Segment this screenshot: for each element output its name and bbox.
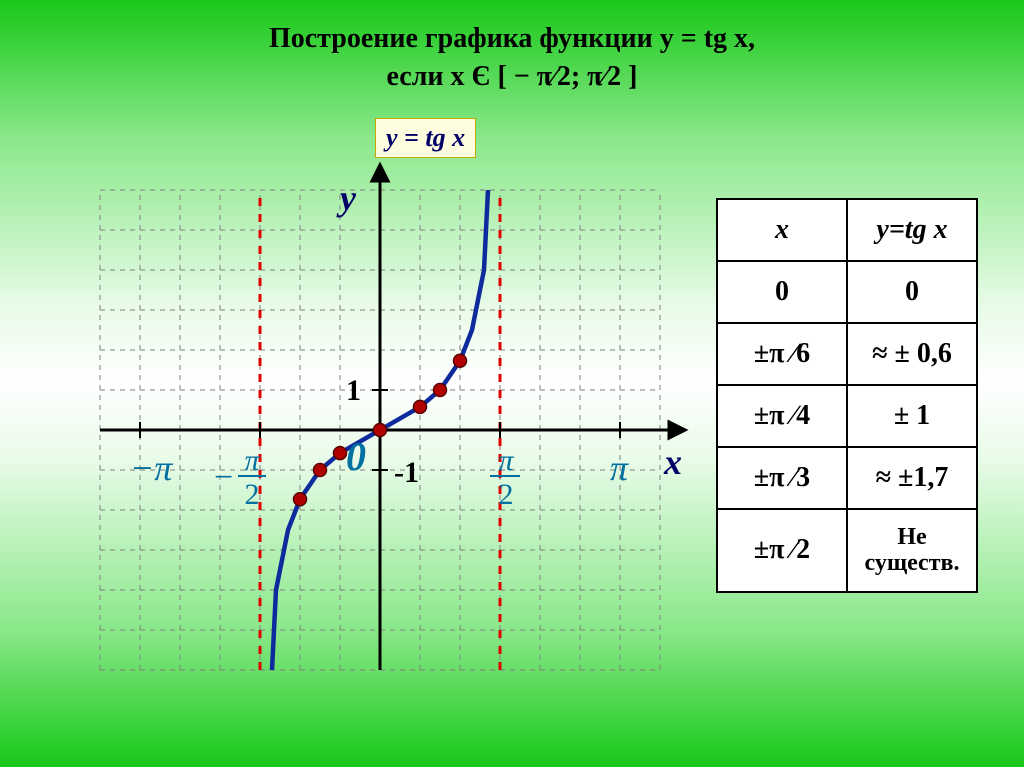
title-line1: Построение графика функции y = tg x, bbox=[269, 23, 755, 54]
cell-y: ≈ ±1,7 bbox=[847, 447, 977, 509]
slide-title: Построение графика функции y = tg x, есл… bbox=[0, 0, 1024, 96]
cell-x: ±π ∕6 bbox=[717, 323, 847, 385]
cell-x: ±π ∕4 bbox=[717, 385, 847, 447]
col-header-y: y=tg x bbox=[847, 199, 977, 261]
table-row: ±π ∕6≈ ± 0,6 bbox=[717, 323, 977, 385]
cell-y: ≈ ± 0,6 bbox=[847, 323, 977, 385]
cell-y: ± 1 bbox=[847, 385, 977, 447]
table-row: ±π ∕3≈ ±1,7 bbox=[717, 447, 977, 509]
cell-x: ±π ∕2 bbox=[717, 509, 847, 592]
svg-text:2: 2 bbox=[499, 478, 514, 511]
cell-y: Несуществ. bbox=[847, 509, 977, 592]
table-row: 00 bbox=[717, 261, 977, 323]
cell-y: 0 bbox=[847, 261, 977, 323]
svg-text:0: 0 bbox=[346, 434, 366, 479]
table-row: ±π ∕2Несуществ. bbox=[717, 509, 977, 592]
svg-text:π: π bbox=[244, 444, 260, 477]
svg-text:π: π bbox=[610, 448, 629, 488]
table-row: ±π ∕4± 1 bbox=[717, 385, 977, 447]
value-table: x y=tg x 00±π ∕6≈ ± 0,6±π ∕4± 1±π ∕3≈ ±1… bbox=[716, 198, 978, 593]
cell-x: 0 bbox=[717, 261, 847, 323]
svg-text:π: π bbox=[498, 444, 514, 477]
svg-text:1: 1 bbox=[346, 374, 361, 407]
title-line2: если х Є [ − π∕2; π∕2 ] bbox=[387, 61, 638, 92]
chart-container: yx1-10−ππ−π2π2 bbox=[70, 130, 630, 700]
svg-text:-1: -1 bbox=[394, 456, 419, 489]
svg-text:y: y bbox=[336, 178, 357, 218]
tangent-chart: yx1-10−ππ−π2π2 bbox=[70, 130, 630, 700]
svg-text:−: − bbox=[214, 459, 233, 496]
svg-text:x: x bbox=[663, 442, 682, 482]
col-header-x: x bbox=[717, 199, 847, 261]
svg-text:−π: −π bbox=[130, 448, 173, 488]
svg-text:2: 2 bbox=[245, 478, 260, 511]
cell-x: ±π ∕3 bbox=[717, 447, 847, 509]
